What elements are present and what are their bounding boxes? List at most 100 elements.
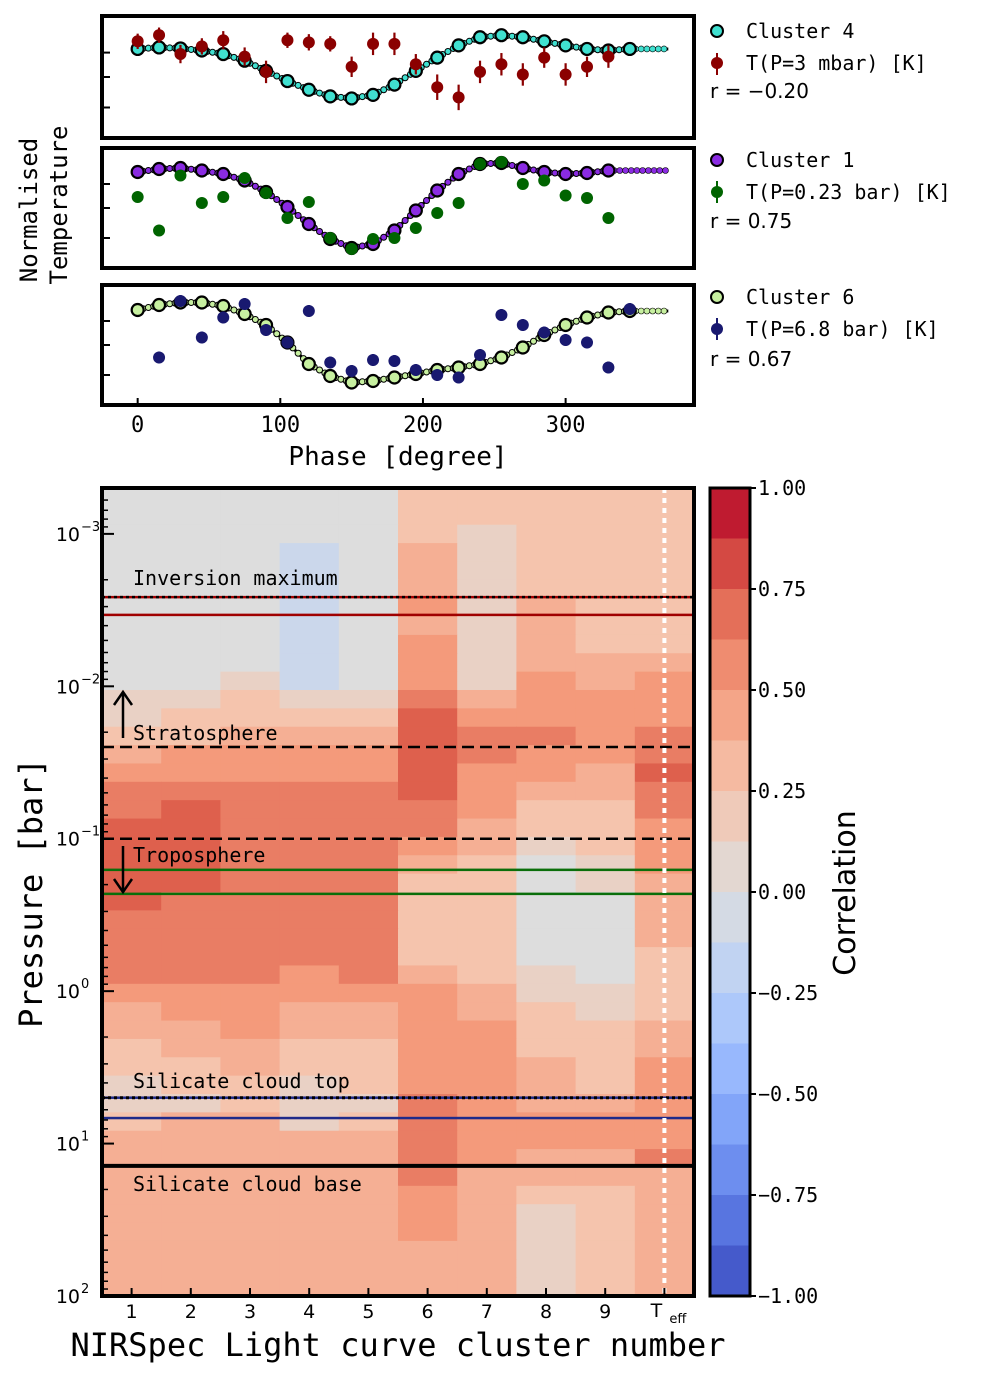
heatmap-cell — [338, 1057, 399, 1077]
heatmap-cell — [398, 873, 458, 893]
colorbar-label: Correlation — [828, 810, 863, 975]
heatmap-cell — [220, 1185, 281, 1205]
heatmap-cell — [220, 965, 281, 985]
heatmap-cell — [338, 1112, 399, 1132]
cluster-point — [472, 30, 488, 45]
legend-marker-temp-1 — [711, 57, 723, 69]
cluster-point — [494, 28, 509, 43]
heatmap-cell — [575, 506, 636, 526]
y-tick-label-base: 10 — [56, 524, 80, 546]
heatmap-cell — [220, 873, 281, 893]
heatmap-cell — [220, 653, 281, 673]
cluster-point — [601, 163, 616, 178]
heatmap-ylabel: Pressure [bar] — [12, 758, 50, 1028]
heatmap-cell — [161, 1277, 221, 1297]
heatmap-cell — [220, 1057, 281, 1077]
cluster-minor-point — [650, 167, 658, 174]
cluster-point — [151, 297, 167, 313]
heatmap-cell — [398, 836, 458, 856]
cluster-point — [151, 161, 167, 177]
heatmap-cell — [634, 965, 695, 985]
temp-point — [153, 351, 166, 364]
heatmap-cell — [338, 1204, 399, 1224]
cluster-point — [130, 164, 145, 180]
heatmap-cell — [398, 1277, 458, 1297]
heatmap-cell — [338, 1020, 399, 1040]
heatmap-cell — [161, 690, 221, 709]
temp-point — [431, 207, 444, 219]
cluster-minor-point — [655, 307, 662, 315]
heatmap-cell — [516, 1185, 577, 1205]
temp-point — [153, 224, 166, 237]
cluster-minor-point — [273, 196, 281, 203]
cluster-point — [430, 50, 445, 65]
colorbar-tick-label: 0.75 — [758, 577, 806, 601]
heatmap-cell — [279, 781, 340, 801]
heatmap-cell — [457, 1038, 517, 1058]
heatmap-cell — [575, 579, 636, 599]
temp-point — [559, 68, 572, 81]
heatmap-cell — [102, 616, 162, 636]
temp-point — [516, 68, 529, 81]
heatmap-cell — [102, 1002, 162, 1022]
heatmap-cell — [102, 928, 162, 948]
annotation-stratosphere: Stratosphere — [133, 721, 278, 745]
heatmap-cell — [161, 671, 221, 691]
heatmap-cell — [398, 1075, 458, 1095]
heatmap-reference-lines — [100, 488, 696, 1296]
heatmap-cell — [161, 818, 221, 838]
cluster-point — [216, 166, 231, 182]
cluster-minor-point — [637, 45, 645, 53]
heatmap-cell — [398, 524, 458, 544]
heatmap-cell — [220, 1204, 281, 1224]
heatmap-cell — [279, 855, 340, 875]
heatmap-cell — [634, 488, 695, 507]
heatmap-cell — [516, 928, 577, 948]
x-tick-label: 9 — [599, 1301, 611, 1323]
heatmap-cell — [457, 579, 517, 599]
heatmap-cell — [575, 1149, 636, 1169]
heatmap-cell — [220, 708, 281, 728]
heatmap-cell — [102, 524, 162, 544]
temp-point — [581, 60, 594, 73]
heatmap-cell — [279, 892, 340, 911]
heatmap-cell — [161, 598, 221, 618]
temp-point — [495, 58, 508, 71]
heatmap-cell — [457, 690, 517, 709]
heatmap-cell — [338, 745, 399, 765]
cluster-point — [558, 38, 573, 53]
heatmap-cell — [338, 928, 399, 948]
heatmap-cell — [457, 653, 517, 673]
top-ylabel-line1: Normalised — [15, 138, 43, 283]
heatmap-cell — [102, 1185, 162, 1205]
heatmap-cell — [457, 947, 517, 967]
cluster-minor-point — [316, 228, 324, 235]
heatmap-cell — [338, 836, 399, 856]
cluster-point — [280, 73, 295, 89]
cluster-minor-point — [639, 167, 646, 174]
y-tick-label-exponent: 1 — [81, 1130, 89, 1145]
heatmap-cell — [575, 800, 636, 820]
heatmap-cell — [516, 910, 577, 930]
heatmap-cell — [516, 488, 577, 507]
heatmap-cell — [220, 1240, 281, 1260]
colorbar-tick-label: 0.00 — [758, 880, 806, 904]
legend-label-cluster-1: Cluster 1 — [746, 148, 854, 172]
heatmap-cell — [220, 1277, 281, 1297]
heatmap-cell — [398, 543, 458, 563]
heatmap-cell — [220, 524, 281, 544]
heatmap-cell — [279, 579, 340, 599]
cluster-minor-point — [380, 233, 388, 241]
temp-point — [538, 174, 551, 187]
heatmap-cell — [457, 1167, 517, 1187]
heatmap-cell — [279, 947, 340, 967]
cluster-minor-point — [530, 337, 538, 345]
temp-point — [345, 243, 358, 255]
cluster-minor-point — [627, 167, 635, 174]
heatmap-cell — [161, 781, 221, 801]
colorbar-cells — [710, 488, 750, 1297]
colorbar-level — [710, 791, 750, 843]
temp-point — [217, 34, 230, 47]
heatmap-cell — [279, 910, 340, 930]
heatmap-cell — [338, 1075, 399, 1095]
